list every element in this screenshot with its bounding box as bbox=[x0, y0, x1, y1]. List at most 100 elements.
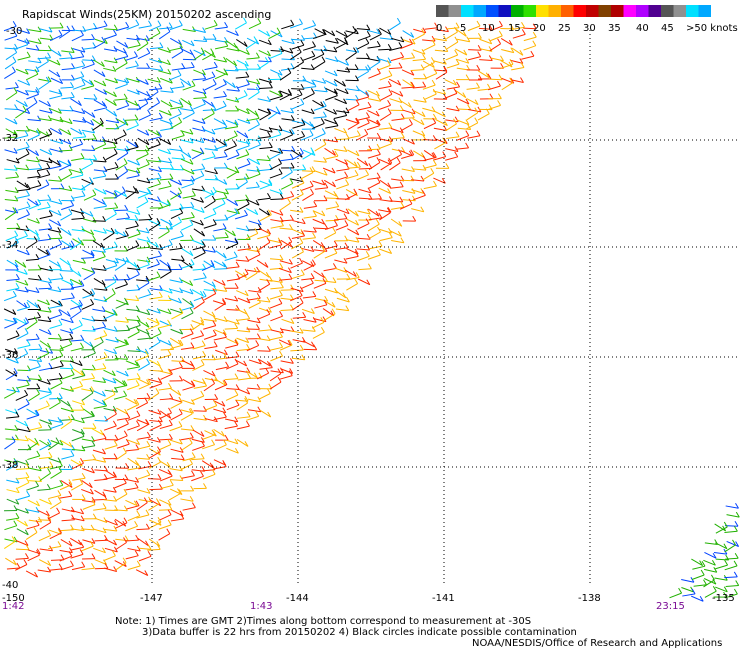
wind-barb-flag bbox=[190, 323, 195, 330]
wind-barb-flag bbox=[60, 554, 65, 560]
wind-barb bbox=[257, 98, 271, 102]
wind-barb bbox=[26, 321, 38, 330]
wind-barb-flag bbox=[101, 71, 106, 77]
wind-barb bbox=[81, 129, 95, 134]
wind-barb-flag bbox=[101, 101, 106, 107]
wind-barb bbox=[236, 348, 250, 352]
wind-barb bbox=[191, 138, 204, 144]
wind-barb-flag bbox=[202, 350, 207, 357]
wind-barb bbox=[60, 86, 74, 89]
wind-barb-flag bbox=[313, 32, 318, 39]
wind-barb-flag bbox=[255, 340, 260, 346]
wind-barb-flag bbox=[36, 500, 40, 507]
wind-barb-flag bbox=[178, 489, 183, 495]
wind-barb-flag bbox=[80, 280, 85, 286]
wind-barb-flag bbox=[80, 542, 85, 548]
wind-barb bbox=[246, 415, 259, 421]
wind-barb-flag bbox=[25, 317, 29, 323]
wind-barb-flag bbox=[279, 310, 284, 317]
wind-barb-flag bbox=[221, 431, 225, 437]
wind-barb-flag bbox=[521, 22, 525, 28]
wind-barb bbox=[412, 33, 425, 41]
wind-barb-flag bbox=[136, 167, 141, 174]
wind-barb-flag bbox=[278, 125, 283, 131]
wind-barb-flag bbox=[12, 317, 17, 324]
wind-barb-flag bbox=[267, 411, 272, 418]
wind-barb-flag bbox=[136, 510, 141, 516]
wind-barb bbox=[248, 220, 262, 226]
wind-barb-flag bbox=[376, 56, 381, 63]
wind-barb bbox=[281, 318, 295, 324]
wind-barb bbox=[247, 409, 261, 413]
wind-barb-flag bbox=[145, 328, 150, 335]
wind-barb bbox=[116, 258, 130, 263]
wind-barb bbox=[235, 259, 249, 262]
wind-barb-flag bbox=[158, 291, 163, 298]
wind-barb bbox=[93, 143, 106, 151]
wind-barb bbox=[147, 143, 161, 150]
wind-barb bbox=[314, 227, 328, 230]
wind-barb bbox=[16, 528, 29, 536]
wind-barb bbox=[204, 170, 218, 175]
wind-barb bbox=[159, 288, 173, 294]
wind-barb bbox=[378, 158, 392, 166]
wind-barb-flag bbox=[124, 279, 128, 285]
wind-barb bbox=[478, 27, 492, 30]
wind-barb-flag bbox=[135, 19, 140, 26]
wind-barb bbox=[59, 149, 73, 152]
wind-barb bbox=[511, 47, 524, 56]
wind-barb bbox=[324, 232, 337, 240]
wind-barb bbox=[72, 109, 85, 114]
wind-barb-flag bbox=[411, 52, 416, 58]
wind-barb-flag bbox=[26, 201, 31, 207]
wind-barb bbox=[16, 384, 30, 389]
wind-barb-flag bbox=[454, 116, 459, 123]
wind-barb bbox=[269, 381, 282, 390]
wind-barb-flag bbox=[268, 142, 273, 148]
wind-barb bbox=[125, 146, 139, 151]
wind-barb-flag bbox=[311, 123, 316, 130]
wind-barb bbox=[182, 112, 195, 120]
wind-barb bbox=[500, 60, 513, 68]
wind-barb bbox=[357, 278, 371, 286]
legend-swatch bbox=[611, 5, 636, 17]
wind-barb-flag bbox=[158, 131, 162, 137]
wind-barb bbox=[126, 505, 140, 510]
wind-barb-flag bbox=[213, 61, 218, 68]
wind-barb bbox=[92, 249, 106, 253]
wind-barb-flag bbox=[723, 521, 728, 528]
wind-barb bbox=[401, 69, 415, 76]
wind-barb-flag bbox=[322, 316, 327, 322]
wind-barb-flag bbox=[79, 549, 84, 555]
wind-barb-flag bbox=[144, 348, 149, 355]
wind-barb-flag bbox=[221, 198, 226, 204]
wind-barb bbox=[136, 153, 149, 161]
wind-barb bbox=[411, 179, 425, 182]
wind-barb bbox=[368, 231, 381, 239]
wind-barb-flag bbox=[386, 207, 391, 214]
wind-barb-flag bbox=[256, 333, 261, 339]
wind-barb-flag bbox=[169, 173, 174, 179]
wind-barb bbox=[158, 387, 172, 391]
wind-barb-flag bbox=[288, 258, 293, 265]
wind-barb bbox=[170, 192, 182, 200]
wind-barb bbox=[225, 243, 239, 250]
wind-barb bbox=[81, 38, 95, 41]
wind-barb-flag bbox=[113, 539, 118, 546]
wind-barb-flag bbox=[245, 71, 250, 78]
wind-barb-flag bbox=[145, 259, 150, 265]
wind-barb bbox=[59, 309, 71, 317]
wind-barb bbox=[6, 498, 19, 505]
wind-barb bbox=[72, 259, 86, 264]
wind-barb-flag bbox=[134, 482, 139, 488]
wind-barb-flag bbox=[101, 279, 106, 286]
wind-barb bbox=[500, 63, 514, 69]
wind-barb-flag bbox=[26, 340, 31, 346]
wind-barb bbox=[159, 499, 172, 506]
lon-label: -147 bbox=[140, 593, 163, 604]
wind-barb-flag bbox=[92, 423, 97, 429]
wind-barb bbox=[147, 438, 161, 443]
wind-barb-flag bbox=[268, 324, 272, 330]
wind-barb-flag bbox=[168, 239, 173, 245]
wind-barb bbox=[455, 28, 467, 37]
